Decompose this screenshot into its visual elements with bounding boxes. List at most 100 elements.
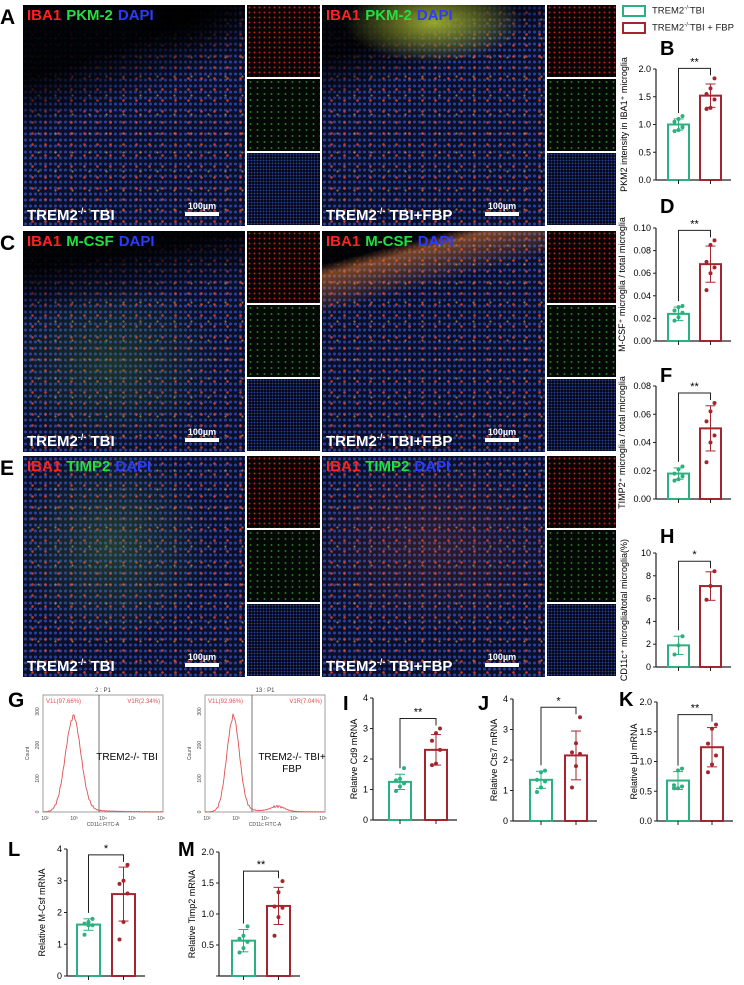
data-point (570, 750, 574, 755)
micrograph-c-tbi: IBA1 M-CSF DAPI TREM2-/- TBI 100µm (23, 231, 245, 452)
significance-bracket (88, 854, 124, 913)
y-tick-label: 0 (35, 810, 41, 813)
y-tick-label: 4 (363, 693, 368, 703)
bar-chart-l: L 0 1 2 3 4 Relative M-Csf mRNA * (8, 839, 145, 981)
y-tick-label: 0.04 (633, 291, 651, 301)
data-point (672, 119, 677, 124)
stain-labels: IBA1 TIMP2 DAPI (27, 458, 156, 475)
stain-label-dapi: DAPI (117, 7, 154, 24)
y-tick-label: 2 (503, 755, 508, 765)
legend-item-trem2-tbi: TREM2-/-TBI (622, 5, 705, 17)
condition-genotype: -/- (77, 657, 87, 667)
y-tick-label: 0.04 (633, 438, 651, 448)
data-point (125, 862, 130, 867)
channel-inset-red (547, 456, 616, 528)
data-point (676, 315, 681, 320)
y-axis-label: Count (187, 746, 193, 760)
y-axis-label: Relative Timp2 mRNA (187, 870, 197, 959)
y-tick-label: 1.5 (201, 878, 214, 888)
y-axis-label: Relative Cts7 mRNA (489, 719, 499, 802)
stain-label-dapi: DAPI (416, 7, 453, 24)
stain-label-pkm-2: PKM-2 (66, 7, 113, 24)
micrograph-e-tbi: IBA1 TIMP2 DAPI TREM2-/- TBI 100µm (23, 456, 245, 677)
channel-inset-red (247, 231, 320, 303)
stain-labels: IBA1 M-CSF DAPI (326, 233, 459, 250)
x-axis-label: CD11c FITC-A (87, 822, 120, 828)
y-tick-label: 0 (503, 816, 508, 826)
data-point (121, 878, 126, 883)
channel-inset-green (247, 305, 320, 377)
significance-stars: ** (690, 56, 699, 68)
data-point (706, 741, 710, 746)
tissue-overlay (23, 5, 245, 226)
x-tick-label: 10³ (70, 816, 78, 822)
stain-label-pkm-2: PKM-2 (365, 7, 412, 24)
y-tick-label: 1.0 (638, 120, 651, 130)
data-point (680, 114, 685, 119)
y-tick-label: 0 (197, 810, 203, 813)
x-tick-label: 10² (41, 816, 49, 822)
data-point (237, 950, 242, 955)
data-point (676, 128, 681, 133)
stain-labels: IBA1 TIMP2 DAPI (326, 458, 455, 475)
scale-bar-line (485, 663, 519, 667)
stain-labels: IBA1 PKM-2 DAPI (326, 7, 458, 24)
significance-stars: * (556, 695, 561, 707)
data-point (438, 747, 442, 752)
tissue-overlay (23, 456, 245, 677)
y-axis-label: Relative Lpl mRNA (629, 723, 639, 799)
gate-left-label: V1L(92.96%) (208, 699, 243, 705)
significance-stars: ** (414, 707, 423, 719)
x-tick-label: 10² (203, 816, 211, 822)
channel-inset-blue (547, 153, 616, 225)
tissue-overlay (23, 231, 245, 452)
y-tick-label: 10 (641, 548, 651, 558)
data-point (539, 785, 543, 790)
data-point (680, 784, 684, 789)
data-point (672, 786, 676, 791)
y-tick-label: 2.0 (639, 697, 652, 707)
y-tick-label: 3 (363, 724, 368, 734)
data-point (712, 238, 717, 243)
y-tick-label: 2.0 (638, 64, 651, 74)
gate-left-label: V1L(97.66%) (46, 699, 81, 705)
data-point (543, 768, 547, 773)
data-point (539, 770, 543, 775)
bar-chart-h: H 0 2 4 6 8 10 CD11c⁺ microglia/total microglia… (619, 526, 731, 681)
tissue-overlay (322, 5, 545, 226)
data-point (712, 76, 717, 81)
significance-bracket (677, 714, 713, 766)
scale-bar: 100µm (185, 652, 219, 667)
scale-bar-line (485, 438, 519, 442)
condition-label: TREM2-/- TBI (27, 432, 115, 450)
stain-labels: IBA1 M-CSF DAPI (27, 233, 160, 250)
data-point (434, 731, 438, 736)
stain-label-iba1: IBA1 (326, 233, 361, 250)
channel-inset-blue (547, 379, 616, 451)
data-point (280, 879, 285, 884)
data-point (672, 471, 677, 476)
y-tick-label: 100 (197, 774, 203, 783)
data-point (430, 738, 434, 743)
y-tick-label: 0.06 (633, 268, 651, 278)
y-tick-label: 0.06 (633, 409, 651, 419)
data-point (712, 433, 717, 438)
condition-treatment: TBI+FBP (385, 658, 453, 675)
legend-sup: -/- (684, 5, 690, 12)
significance-bracket (678, 67, 711, 113)
bar-chart-f: F 0.00 0.02 0.04 0.06 0.08 TIMP2⁺ microglia / … (617, 365, 731, 509)
data-point (570, 785, 574, 790)
y-tick-label: 0.10 (633, 223, 651, 233)
data-point (90, 916, 95, 921)
y-tick-label: 4 (503, 694, 508, 704)
stain-label-iba1: IBA1 (326, 7, 361, 24)
y-axis-label: TIMP2⁺ microglia / total microglia (617, 376, 627, 509)
tissue-overlay (322, 456, 545, 677)
plot-frame (204, 694, 326, 813)
x-tick-label: 10⁶ (157, 816, 165, 822)
y-axis-label: CD11c⁺ microglia/total microglia(%) (619, 539, 629, 681)
condition-gene: TREM2 (326, 433, 377, 450)
y-tick-label: 3 (503, 725, 508, 735)
scale-bar-line (185, 212, 219, 216)
data-point (676, 305, 681, 310)
